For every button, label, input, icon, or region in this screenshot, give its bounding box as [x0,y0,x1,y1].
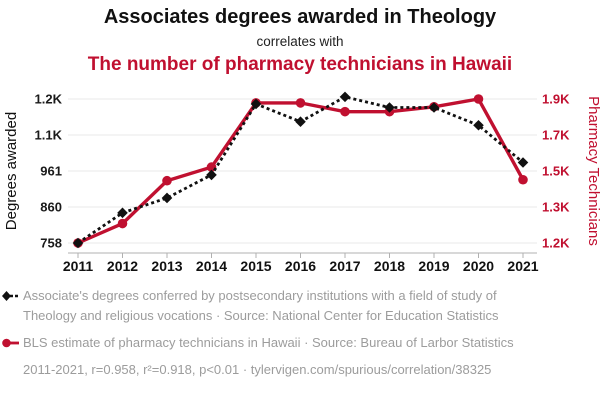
chart-title: Associates degrees awarded in Theology [103,6,497,28]
red-circle-solid-line-icon [2,338,19,348]
x-axis-year-label: 2013 [151,258,182,274]
legend-item-pharmacy: BLS estimate of pharmacy technicians in … [2,333,600,353]
theology-data-point [473,119,484,131]
theology-data-point [339,91,351,103]
left-axis-tick-label: 1.2K [35,92,63,107]
theology-data-point [384,102,395,113]
right-axis-tick-label: 1.3K [542,200,570,215]
correlates-with-text: correlates with [256,34,344,49]
x-axis-year-label: 2014 [196,258,227,274]
left-axis-tick-label: 860 [40,200,62,215]
right-axis-tick-label: 1.9K [542,92,570,107]
legend-text-theology: Associate's degrees conferred by postsec… [23,288,499,323]
x-axis-year-label: 2020 [463,258,494,274]
black-diamond-dashed-line-icon [2,291,19,301]
x-axis-year-label: 2011 [63,258,94,274]
left-axis-tick-label: 758 [40,236,62,251]
left-axis-tick-label: 1.1K [35,128,63,143]
x-axis-year-label: 2016 [285,258,316,274]
pharmacy-data-point [340,106,350,117]
theology-data-point [250,98,262,110]
left-axis-title: Degrees awarded [3,112,20,230]
right-axis-tick-label: 1.5K [542,164,570,179]
x-axis-year-label: 2015 [240,258,271,274]
theology-data-point [295,116,306,127]
left-axis-tick-label: 961 [40,164,62,179]
chart-header: Associates degrees awarded in Theology c… [0,0,600,76]
legend-text-pharmacy: BLS estimate of pharmacy technicians in … [23,335,514,350]
correlation-line-chart: 2011 2012 2013 2014 2015 2016 2017 2018 2019 2020… [3,91,600,275]
theology-data-point [161,192,173,204]
theology-data-point [517,157,529,168]
chart-subtitle: The number of pharmacy technicians in Ha… [87,54,513,75]
x-axis-year-label: 2018 [374,258,405,274]
theology-data-point [72,237,84,249]
pharmacy-data-point [295,98,306,108]
stats-line: 2011-2021, r=0.958, r²=0.918, p<0.01 · t… [23,362,492,377]
x-axis-year-label: 2021 [507,258,538,274]
right-axis-tick-label: 1.2K [542,236,570,251]
pharmacy-data-point [117,218,128,229]
right-axis-title: Pharmacy Technicians [585,96,600,246]
pharmacy-data-point [473,94,484,104]
theology-data-point [428,102,440,113]
pharmacy-data-point [518,174,528,185]
x-axis-year-label: 2012 [107,258,138,274]
legend: Associate's degrees conferred by postsec… [0,278,600,380]
pharmacy-data-point [162,175,172,186]
x-axis-year-label: 2019 [418,258,449,274]
x-axis-year-label: 2017 [329,258,360,274]
theology-data-point [117,207,128,219]
right-axis-tick-label: 1.7K [542,128,570,143]
legend-item-theology: Associate's degrees conferred by postsec… [2,286,600,326]
